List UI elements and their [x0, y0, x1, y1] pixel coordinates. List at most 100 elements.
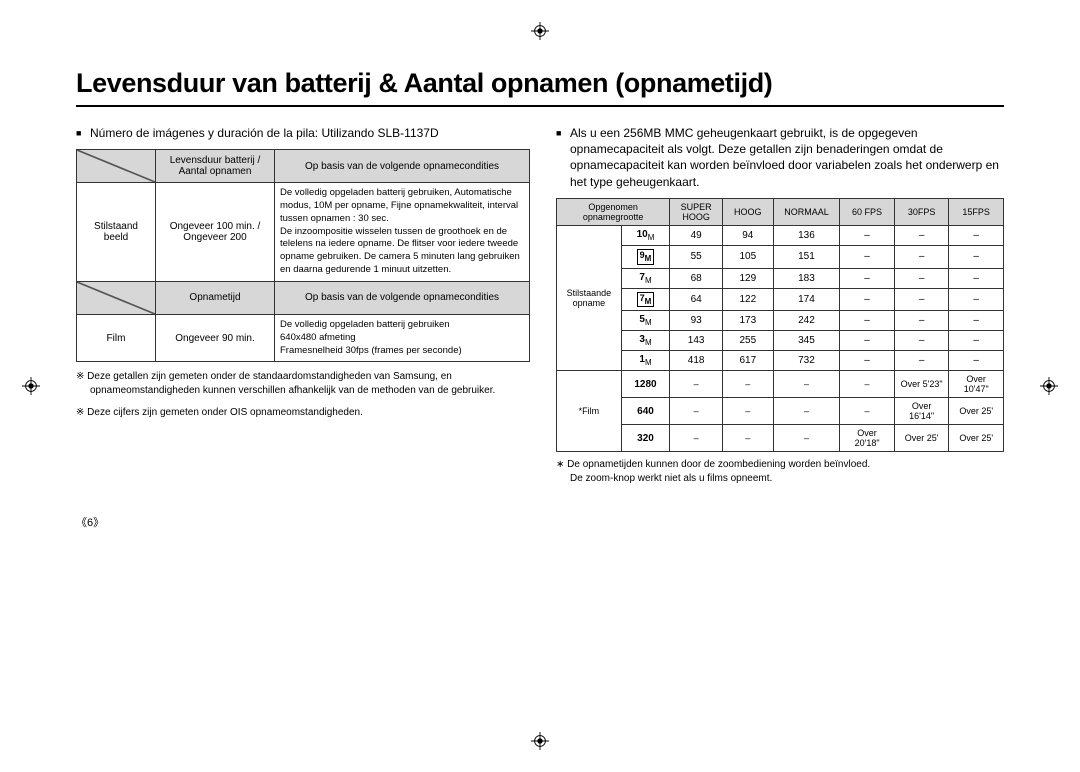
cell: Over 20'18" [840, 425, 895, 452]
cell: – [722, 425, 773, 452]
reg-mark-left [22, 377, 40, 395]
right-note-1: De opnametijden kunnen door de zoombedie… [556, 458, 1004, 472]
cell: – [670, 425, 723, 452]
right-lead: Als u een 256MB MMC geheugenkaart gebrui… [556, 125, 1004, 190]
cell: 49 [670, 225, 723, 245]
right-column: Als u een 256MB MMC geheugenkaart gebrui… [556, 125, 1004, 486]
cell: 174 [773, 288, 840, 311]
row-still-cat: Stilstaand beeld [77, 183, 156, 282]
left-column: Número de imágenes y duración de la pila… [76, 125, 530, 486]
cell: – [773, 425, 840, 452]
bullet-icon [556, 125, 570, 190]
size-label: 640 [621, 398, 670, 425]
cell: Over 25' [949, 398, 1004, 425]
cell: 105 [722, 245, 773, 268]
cell: – [840, 245, 895, 268]
cell: Over 5'23" [894, 371, 949, 398]
reg-mark-bottom [531, 732, 549, 750]
row-film-val: Ongeveer 90 min. [156, 314, 275, 361]
cell: – [949, 351, 1004, 371]
cell: 418 [670, 351, 723, 371]
cell: 55 [670, 245, 723, 268]
cell: – [773, 398, 840, 425]
cell: – [670, 398, 723, 425]
cell: – [722, 371, 773, 398]
reg-mark-top [531, 22, 549, 40]
left-note-2: Deze cijfers zijn gemeten onder OIS opna… [76, 406, 530, 420]
cell: 617 [722, 351, 773, 371]
cell: – [670, 371, 723, 398]
cell: – [773, 371, 840, 398]
capacity-table: Opgenomen opnamegrootte SUPER HOOG HOOG … [556, 198, 1004, 453]
cell: – [840, 225, 895, 245]
page-number: 《6》 [76, 514, 1004, 530]
rt-h0: Opgenomen opnamegrootte [557, 198, 670, 225]
hdr-rectime: Opnametijd [156, 281, 275, 314]
size-label: 7M [621, 268, 670, 288]
cell: 242 [773, 311, 840, 331]
cell: 136 [773, 225, 840, 245]
battery-table: Levensduur batterij / Aantal opnamen Op … [76, 149, 530, 362]
rt-h1: SUPER HOOG [670, 198, 723, 225]
cell: Over 10'47" [949, 371, 1004, 398]
cell: – [840, 331, 895, 351]
cell: – [949, 288, 1004, 311]
cell: – [949, 311, 1004, 331]
cell: – [840, 398, 895, 425]
left-note-1: Deze getallen zijn gemeten onder de stan… [76, 370, 530, 398]
rt-h6: 15FPS [949, 198, 1004, 225]
rt-h5: 30FPS [894, 198, 949, 225]
group-still: Stilstaande opname [557, 225, 622, 371]
diag-cell-2 [77, 281, 156, 314]
rt-h4: 60 FPS [840, 198, 895, 225]
cell: – [949, 268, 1004, 288]
cell: – [949, 245, 1004, 268]
cell: 255 [722, 331, 773, 351]
cell: 183 [773, 268, 840, 288]
cell: 143 [670, 331, 723, 351]
size-label: 1280 [621, 371, 670, 398]
row-film-cat: Film [77, 314, 156, 361]
size-label: 9M [621, 245, 670, 268]
cell: 173 [722, 311, 773, 331]
size-label: 320 [621, 425, 670, 452]
cell: Over 25' [894, 425, 949, 452]
cell: 94 [722, 225, 773, 245]
cell: 122 [722, 288, 773, 311]
cell: – [840, 371, 895, 398]
rt-h3: NORMAAL [773, 198, 840, 225]
cell: 129 [722, 268, 773, 288]
size-label: 3M [621, 331, 670, 351]
cell: 68 [670, 268, 723, 288]
left-lead-text: Número de imágenes y duración de la pila… [90, 125, 530, 141]
right-note-2: De zoom-knop werkt niet als u films opne… [556, 472, 1004, 486]
rt-h2: HOOG [722, 198, 773, 225]
cell: – [894, 288, 949, 311]
cell: 151 [773, 245, 840, 268]
hdr-battery: Levensduur batterij / Aantal opnamen [156, 150, 275, 183]
hdr-cond2: Op basis van de volgende opnamecondities [275, 281, 530, 314]
row-still-cond: De volledig opgeladen batterij gebruiken… [275, 183, 530, 282]
cell: 732 [773, 351, 840, 371]
left-lead: Número de imágenes y duración de la pila… [76, 125, 530, 141]
cell: – [894, 331, 949, 351]
hdr-cond1: Op basis van de volgende opnamecondities [275, 150, 530, 183]
size-label: 1M [621, 351, 670, 371]
size-label: 5M [621, 311, 670, 331]
cell: – [949, 331, 1004, 351]
cell: – [840, 311, 895, 331]
reg-mark-right [1040, 377, 1058, 395]
cell: – [894, 225, 949, 245]
size-label: 7M [621, 288, 670, 311]
group-film: *Film [557, 371, 622, 452]
cell: 64 [670, 288, 723, 311]
cell: – [894, 351, 949, 371]
bullet-icon [76, 125, 90, 141]
cell: – [894, 245, 949, 268]
cell: – [894, 311, 949, 331]
cell: – [949, 225, 1004, 245]
page-title: Levensduur van batterij & Aantal opnamen… [76, 68, 1004, 107]
cell: – [894, 268, 949, 288]
row-still-val: Ongeveer 100 min. / Ongeveer 200 [156, 183, 275, 282]
cell: – [722, 398, 773, 425]
